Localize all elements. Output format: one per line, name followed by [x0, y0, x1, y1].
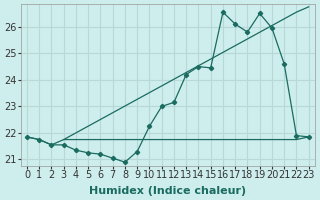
X-axis label: Humidex (Indice chaleur): Humidex (Indice chaleur) [89, 186, 246, 196]
